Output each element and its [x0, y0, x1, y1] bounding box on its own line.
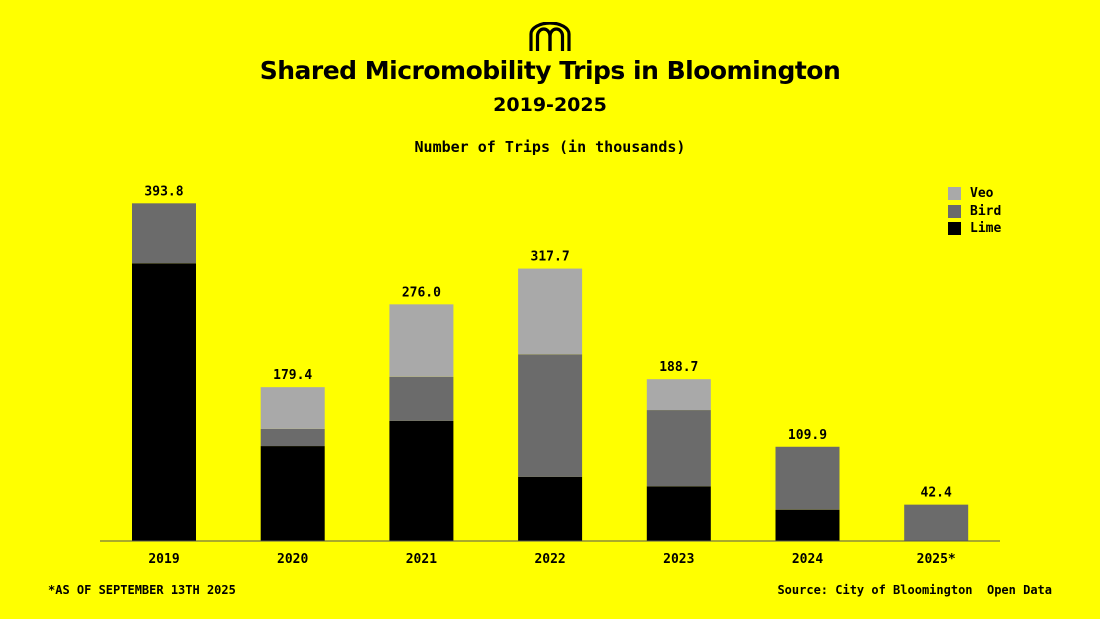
bar-bird-2019 — [132, 203, 196, 264]
bar-lime-2019 — [132, 263, 196, 541]
x-tick-label-2021: 2021 — [406, 552, 437, 567]
legend-swatch-bird — [948, 204, 961, 218]
bar-lime-2020 — [260, 446, 325, 541]
source-credit: Source: City of Bloomington Open Data — [777, 583, 1052, 597]
chart-legend: Veo Bird Lime — [948, 185, 1001, 238]
x-tick-label-2024: 2024 — [792, 552, 823, 567]
bar-bird-2024 — [775, 446, 840, 510]
footnote: *AS OF SEPTEMBER 13TH 2025 — [48, 583, 236, 597]
chart-title: Number of Trips (in thousands) — [414, 138, 686, 156]
legend-item-veo: Veo — [948, 185, 1001, 203]
bar-bird-2023 — [646, 410, 711, 487]
x-tick-label-2019: 2019 — [148, 552, 179, 567]
bar-veo-2022 — [518, 268, 583, 355]
page-title: Shared Micromobility Trips in Bloomingto… — [259, 56, 841, 85]
x-tick-label-2025: 2025* — [917, 552, 956, 567]
bar-veo-2023 — [646, 379, 711, 411]
bar-bird-2021 — [389, 376, 454, 421]
logo-icon — [529, 22, 571, 51]
bar-lime-2021 — [389, 420, 454, 541]
data-label-2025: 42.4 — [921, 486, 952, 501]
data-label-2019: 393.8 — [144, 184, 183, 199]
legend-swatch-veo — [948, 187, 961, 201]
legend-label-veo: Veo — [970, 186, 994, 202]
legend-item-bird: Bird — [948, 203, 1001, 221]
data-label-2020: 179.4 — [273, 368, 312, 383]
bar-lime-2024 — [775, 509, 840, 541]
legend-item-lime: Lime — [948, 220, 1001, 238]
x-tick-label-2023: 2023 — [663, 552, 694, 567]
data-label-2021: 276.0 — [402, 285, 441, 300]
data-label-2023: 188.7 — [659, 360, 698, 375]
bar-veo-2020 — [260, 387, 325, 429]
page-subtitle: 2019-2025 — [493, 94, 607, 116]
bar-bird-2020 — [260, 428, 325, 447]
legend-label-lime: Lime — [970, 221, 1002, 237]
bar-bird-2022 — [518, 354, 583, 477]
bar-veo-2021 — [389, 304, 454, 377]
bar-lime-2022 — [518, 476, 583, 541]
bar-lime-2023 — [646, 486, 711, 541]
x-tick-label-2022: 2022 — [534, 552, 565, 567]
data-label-2024: 109.9 — [788, 428, 827, 443]
legend-swatch-lime — [948, 222, 961, 236]
x-tick-label-2020: 2020 — [277, 552, 308, 567]
legend-label-bird: Bird — [970, 203, 1002, 219]
data-label-2022: 317.7 — [531, 250, 570, 265]
bar-bird-2025 — [904, 504, 969, 541]
